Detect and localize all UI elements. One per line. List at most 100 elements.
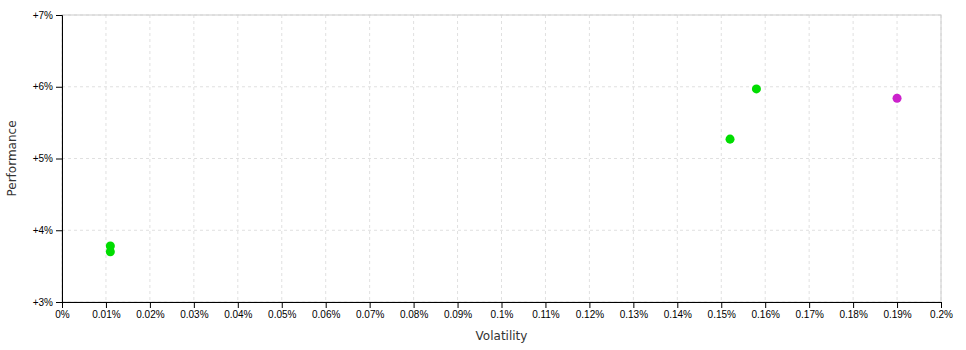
tick-mark bbox=[238, 302, 239, 308]
tick-label: 0.12% bbox=[576, 309, 604, 320]
tick-label: +4% bbox=[33, 225, 53, 236]
tick-label: 0.14% bbox=[664, 309, 692, 320]
tick: 0.03% bbox=[180, 302, 208, 320]
tick: 0.04% bbox=[224, 302, 252, 320]
tick: 0.11% bbox=[532, 302, 560, 320]
grid bbox=[62, 15, 941, 302]
tick-mark bbox=[282, 302, 283, 308]
tick-label: 0.13% bbox=[620, 309, 648, 320]
tick-label: +5% bbox=[33, 153, 53, 164]
tick: 0.12% bbox=[576, 302, 604, 320]
tick: 0.14% bbox=[664, 302, 692, 320]
point bbox=[893, 94, 902, 103]
y-axis: +3% +4% +5% +6% +7% bbox=[33, 10, 63, 308]
tick-mark bbox=[56, 159, 62, 160]
points bbox=[106, 84, 902, 256]
grid-line bbox=[149, 15, 150, 302]
axis-line bbox=[63, 303, 942, 309]
tick-mark bbox=[853, 302, 854, 308]
grid-line bbox=[457, 15, 458, 302]
tick: 0.08% bbox=[400, 302, 428, 320]
tick-label: 0.08% bbox=[400, 309, 428, 320]
tick-mark bbox=[502, 302, 503, 308]
tick-mark bbox=[809, 302, 810, 308]
tick: 0.13% bbox=[620, 302, 648, 320]
tick: 0.19% bbox=[883, 302, 911, 320]
tick-mark bbox=[545, 302, 546, 308]
tick: 0.16% bbox=[752, 302, 780, 320]
tick-mark bbox=[897, 302, 898, 308]
tick-mark bbox=[56, 87, 62, 88]
chart: 0% 0.01% 0.02% 0.03% 0.04% 0.05% 0.06% 0.07% 0.0… bbox=[0, 0, 966, 350]
tick-label: 0.1% bbox=[491, 309, 514, 320]
tick-label: 0.05% bbox=[268, 309, 296, 320]
tick: 0.15% bbox=[708, 302, 736, 320]
plot-area: 0% 0.01% 0.02% 0.03% 0.04% 0.05% 0.06% 0.07% 0.0… bbox=[33, 10, 953, 320]
tick: +3% bbox=[33, 297, 62, 308]
point bbox=[106, 247, 115, 256]
tick-label: +3% bbox=[33, 297, 53, 308]
x-axis-label: Volatility bbox=[476, 329, 528, 343]
tick-mark bbox=[106, 302, 107, 308]
tick: 0.09% bbox=[444, 302, 472, 320]
tick-mark bbox=[589, 302, 590, 308]
tick: 0.07% bbox=[356, 302, 384, 320]
tick: 0.18% bbox=[839, 302, 867, 320]
tick-mark bbox=[370, 302, 371, 308]
y-axis-label: Performance bbox=[5, 120, 19, 196]
grid-line bbox=[62, 86, 941, 87]
tick: 0.02% bbox=[136, 302, 164, 320]
tick-mark bbox=[56, 302, 62, 303]
tick-label: 0.06% bbox=[312, 309, 340, 320]
tick: 0.2% bbox=[930, 302, 953, 320]
grid-line bbox=[62, 158, 941, 159]
tick-mark bbox=[194, 302, 195, 308]
tick-label: 0.09% bbox=[444, 309, 472, 320]
tick-label: 0.03% bbox=[180, 309, 208, 320]
tick-mark bbox=[414, 302, 415, 308]
tick: +4% bbox=[33, 225, 62, 236]
grid-line bbox=[721, 15, 722, 302]
point bbox=[752, 84, 761, 93]
tick: 0.01% bbox=[92, 302, 120, 320]
point bbox=[726, 135, 735, 144]
tick-mark bbox=[56, 230, 62, 231]
plot-frame bbox=[62, 15, 941, 302]
tick-label: 0.17% bbox=[795, 309, 823, 320]
tick-label: 0.19% bbox=[883, 309, 911, 320]
tick-mark bbox=[633, 302, 634, 308]
tick-mark bbox=[56, 15, 62, 16]
tick-mark bbox=[458, 302, 459, 308]
grid-line bbox=[545, 15, 546, 302]
grid-line bbox=[853, 15, 854, 302]
tick-label: 0.02% bbox=[136, 309, 164, 320]
grid-line bbox=[281, 15, 282, 302]
tick: 0% bbox=[55, 302, 70, 320]
tick-label: +6% bbox=[33, 81, 53, 92]
tick: 0.1% bbox=[491, 302, 514, 320]
tick-label: 0% bbox=[55, 309, 70, 320]
tick-mark bbox=[941, 302, 942, 308]
tick: +6% bbox=[33, 81, 62, 92]
tick-mark bbox=[765, 302, 766, 308]
grid-line bbox=[589, 15, 590, 302]
tick-label: +7% bbox=[33, 10, 53, 21]
tick-label: 0.16% bbox=[752, 309, 780, 320]
tick-label: 0.07% bbox=[356, 309, 384, 320]
tick: +5% bbox=[33, 153, 62, 164]
tick-label: 0.04% bbox=[224, 309, 252, 320]
tick-label: 0.2% bbox=[930, 309, 953, 320]
tick-label: 0.11% bbox=[532, 309, 560, 320]
tick-label: 0.01% bbox=[92, 309, 120, 320]
tick-mark bbox=[721, 302, 722, 308]
x-axis: 0% 0.01% 0.02% 0.03% 0.04% 0.05% 0.06% 0.07% 0.0… bbox=[55, 302, 953, 320]
tick-label: 0.15% bbox=[708, 309, 736, 320]
tick: +7% bbox=[33, 10, 62, 21]
tick: 0.05% bbox=[268, 302, 296, 320]
grid-line bbox=[413, 15, 414, 302]
tick-mark bbox=[677, 302, 678, 308]
tick: 0.06% bbox=[312, 302, 340, 320]
tick-label: 0.18% bbox=[839, 309, 867, 320]
tick: 0.17% bbox=[795, 302, 823, 320]
tick-mark bbox=[326, 302, 327, 308]
